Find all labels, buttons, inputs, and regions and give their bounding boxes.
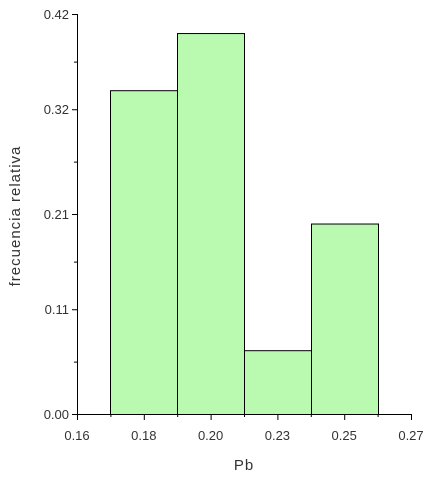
y-axis-title: frecuencia relativa	[7, 146, 24, 287]
y-tick-label: 0.00	[44, 407, 69, 422]
histogram-bar	[178, 34, 245, 415]
histogram-bar	[245, 351, 312, 415]
y-tick-label: 0.11	[45, 302, 69, 317]
y-tick-label: 0.21	[44, 207, 69, 222]
y-tick-label: 0.32	[44, 102, 69, 117]
histogram-bar	[312, 224, 379, 414]
bars-group	[111, 34, 379, 415]
histogram-bar	[111, 91, 178, 415]
x-tick-label: 0.18	[131, 428, 156, 443]
x-tick-label: 0.20	[198, 428, 223, 443]
x-tick-label: 0.16	[64, 428, 89, 443]
y-tick-label: 0.42	[44, 7, 69, 22]
x-tick-label: 0.23	[265, 428, 290, 443]
x-axis-title: Pb	[234, 457, 254, 474]
x-tick-label: 0.25	[332, 428, 357, 443]
x-tick-label: 0.27	[398, 428, 423, 443]
